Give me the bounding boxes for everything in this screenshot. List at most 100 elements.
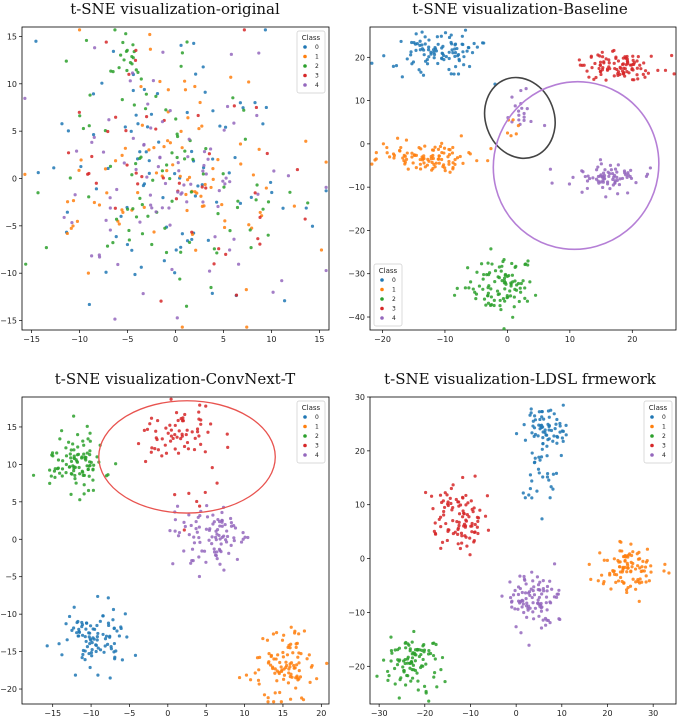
point-class-2 (501, 259, 505, 264)
point-class-0 (564, 433, 568, 437)
point-class-1 (324, 160, 328, 164)
point-class-3 (195, 430, 200, 434)
point-class-1 (266, 696, 270, 700)
point-class-4 (201, 169, 205, 173)
point-class-3 (478, 508, 482, 512)
point-class-2 (71, 442, 75, 446)
point-class-2 (122, 58, 126, 62)
point-class-4 (232, 237, 236, 241)
point-class-3 (193, 436, 197, 440)
point-class-2 (24, 262, 28, 266)
point-class-4 (542, 589, 546, 593)
point-class-0 (549, 428, 554, 433)
x-tick-label: 15 (278, 709, 288, 718)
point-class-3 (623, 55, 627, 59)
point-class-1 (427, 159, 431, 163)
point-class-3 (86, 172, 90, 176)
point-class-3 (192, 447, 197, 452)
point-class-2 (76, 445, 80, 449)
point-class-4 (145, 175, 149, 179)
point-class-0 (115, 629, 119, 633)
point-class-2 (189, 190, 193, 194)
point-class-0 (227, 171, 231, 175)
axes-frame (21, 26, 330, 331)
point-class-1 (168, 141, 172, 145)
chart-title: t-SNE visualization-Baseline (412, 0, 628, 18)
point-class-1 (447, 159, 451, 164)
point-class-0 (96, 673, 100, 677)
point-class-1 (431, 166, 435, 171)
legend-label-0: 0 (315, 414, 319, 421)
point-class-2 (228, 229, 232, 233)
point-class-3 (199, 418, 203, 422)
legend-label-1: 1 (315, 54, 319, 61)
point-class-1 (184, 192, 188, 197)
point-class-3 (176, 418, 180, 423)
point-class-4 (514, 625, 518, 629)
point-class-4 (116, 262, 120, 267)
point-class-0 (427, 55, 431, 59)
point-class-0 (545, 475, 550, 479)
point-class-0 (554, 422, 558, 426)
point-class-4 (107, 118, 111, 122)
point-class-3 (443, 491, 447, 495)
point-class-1 (77, 168, 81, 172)
point-class-2 (410, 640, 414, 644)
point-class-1 (617, 560, 621, 564)
point-class-0 (94, 649, 98, 654)
point-class-3 (636, 77, 640, 81)
point-class-0 (449, 33, 453, 37)
point-class-3 (144, 115, 149, 119)
point-class-3 (663, 68, 668, 72)
point-class-4 (280, 279, 284, 283)
point-class-0 (77, 629, 81, 634)
point-class-0 (537, 455, 541, 459)
point-class-0 (162, 259, 166, 263)
x-tick-label: 0 (514, 709, 519, 718)
point-class-3 (113, 206, 117, 210)
point-class-4 (70, 221, 74, 225)
legend-title: Class (302, 34, 321, 42)
point-class-0 (129, 129, 133, 133)
point-class-3 (207, 152, 211, 156)
y-tick-label: −10 (0, 610, 17, 619)
point-class-1 (291, 651, 295, 655)
point-class-2 (138, 196, 142, 200)
point-class-0 (104, 270, 108, 274)
point-class-3 (625, 59, 629, 63)
point-class-2 (204, 147, 208, 151)
point-class-4 (213, 235, 217, 239)
point-class-0 (453, 43, 457, 47)
point-class-0 (52, 166, 56, 170)
point-class-0 (125, 242, 130, 247)
point-class-2 (131, 43, 135, 47)
point-class-2 (452, 293, 457, 297)
point-class-4 (175, 316, 179, 320)
point-class-0 (405, 57, 409, 61)
point-class-4 (198, 513, 202, 518)
point-class-4 (220, 510, 224, 515)
legend-label-1: 1 (662, 424, 666, 431)
point-class-1 (158, 79, 162, 84)
point-class-4 (286, 174, 291, 178)
point-class-1 (436, 147, 441, 151)
point-class-0 (409, 50, 413, 54)
point-class-4 (522, 118, 526, 122)
point-class-2 (513, 265, 517, 269)
point-class-1 (410, 151, 414, 155)
point-class-1 (511, 118, 515, 122)
point-class-2 (489, 287, 493, 291)
point-class-3 (649, 54, 653, 58)
point-class-4 (74, 149, 79, 153)
point-class-4 (156, 165, 160, 169)
point-class-2 (413, 648, 418, 652)
point-class-2 (422, 684, 427, 688)
point-class-0 (65, 638, 69, 642)
point-class-3 (587, 75, 591, 79)
point-class-4 (527, 590, 532, 594)
point-class-1 (274, 631, 279, 635)
point-class-0 (399, 39, 403, 44)
legend-marker-0 (303, 45, 307, 49)
point-class-2 (498, 298, 502, 303)
